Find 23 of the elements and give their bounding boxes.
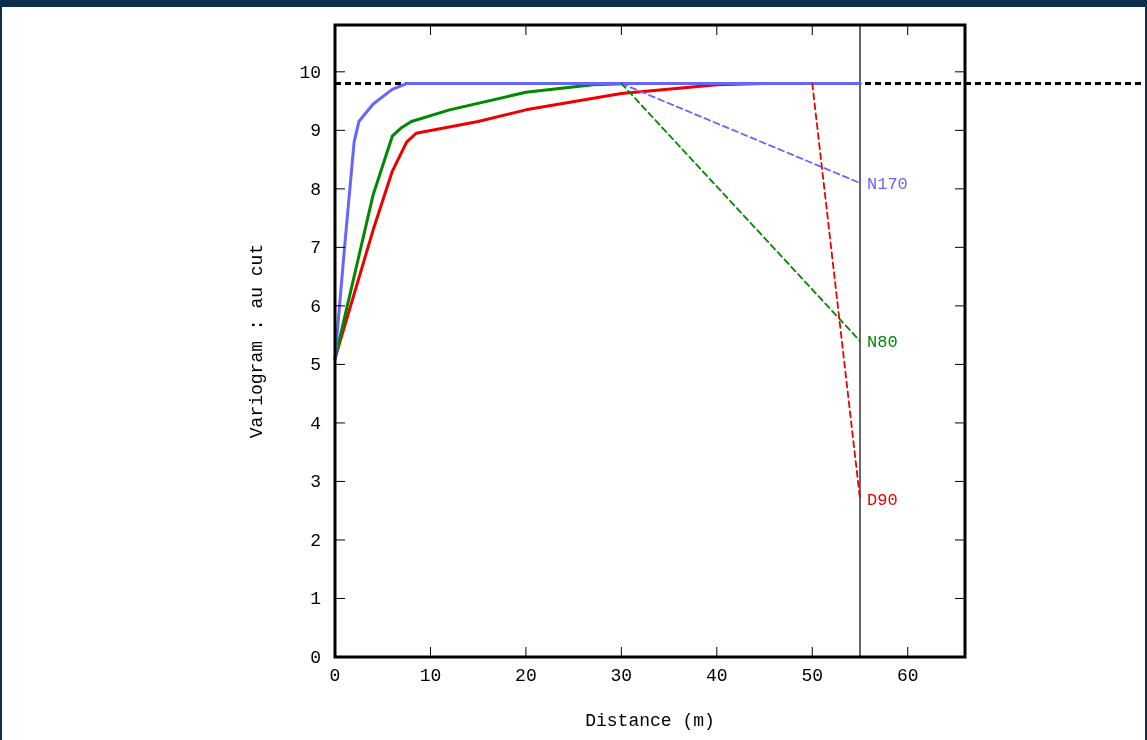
y-axis-title: Variogram : au cut	[247, 243, 267, 439]
y-tick-label: 4	[310, 413, 321, 434]
x-axis-title: Distance (m)	[585, 711, 715, 731]
y-tick-label: 1	[310, 589, 321, 610]
y-tick-label: 3	[310, 472, 321, 493]
x-tick-label: 20	[515, 666, 537, 686]
y-tick-label: 9	[310, 121, 321, 142]
y-tick-label: 2	[310, 530, 321, 551]
x-tick-label: 30	[610, 666, 633, 686]
series-label: D90	[867, 491, 898, 510]
series-label: N80	[867, 333, 898, 352]
x-tick-label: 40	[706, 666, 728, 686]
x-tick-label: 10	[419, 666, 442, 686]
y-tick-label: 0	[310, 648, 321, 668]
y-tick-label: 8	[310, 179, 321, 200]
y-tick-label: 7	[310, 238, 321, 259]
x-tick-label: 0	[329, 666, 341, 686]
series-label: N170	[867, 175, 908, 194]
y-tick-label: 6	[310, 296, 321, 317]
y-tick-label: 5	[310, 355, 321, 376]
x-tick-label: 50	[801, 666, 824, 686]
x-tick-label: 60	[896, 666, 919, 686]
y-tick-label: 10	[299, 62, 321, 83]
